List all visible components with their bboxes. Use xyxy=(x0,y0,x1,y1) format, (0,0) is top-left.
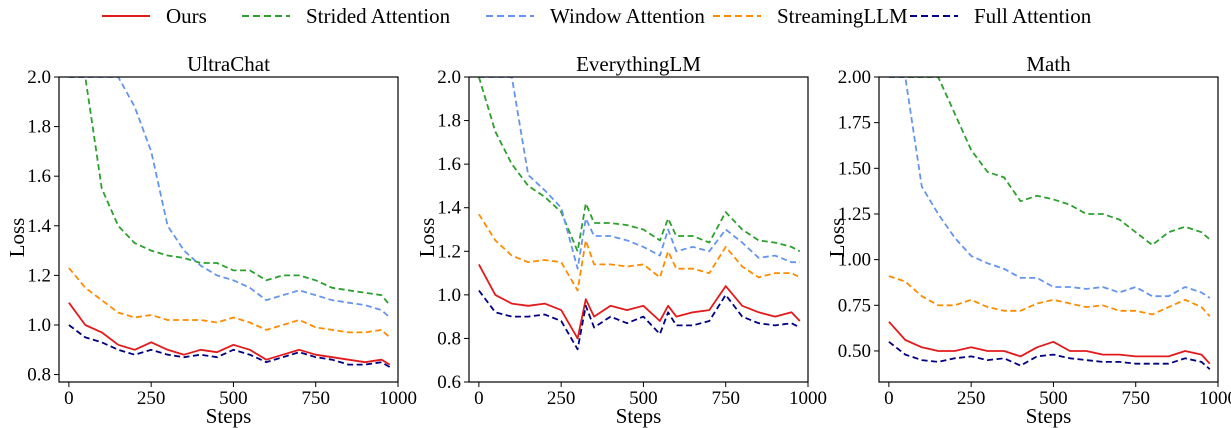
y-tick-label: 0.8 xyxy=(27,365,51,386)
x-tick-label: 750 xyxy=(711,388,740,409)
axes-frame xyxy=(878,76,1219,383)
series-line-window-attention xyxy=(478,77,800,270)
series-line-window-attention xyxy=(888,77,1211,299)
y-tick-label: 1.6 xyxy=(437,154,461,175)
legend-item-window-attention: Window Attention xyxy=(484,4,705,28)
legend-label: Strided Attention xyxy=(306,3,451,28)
y-tick-label: 1.75 xyxy=(838,113,871,134)
x-tick-label: 250 xyxy=(137,388,166,409)
chart-title: Math xyxy=(1026,52,1071,76)
x-axis-label: Steps xyxy=(616,404,662,428)
axes-frame xyxy=(468,76,809,383)
legend-swatch-full-attention xyxy=(910,15,958,17)
legend-label: StreamingLLM xyxy=(777,3,908,28)
x-tick-label: 1000 xyxy=(1199,388,1231,409)
y-tick-label: 1.0 xyxy=(27,315,51,336)
series-line-strided-attention xyxy=(68,77,391,306)
x-tick-label: 750 xyxy=(301,388,330,409)
series-line-ours xyxy=(478,263,801,340)
x-tick-label: 1000 xyxy=(789,388,827,409)
y-tick-label: 2.0 xyxy=(437,67,461,88)
y-tick-label: 0.75 xyxy=(838,295,871,316)
x-axis-label: Steps xyxy=(1026,404,1072,428)
legend-item-strided-attention: Strided Attention xyxy=(240,4,450,28)
y-tick-label: 1.0 xyxy=(437,285,461,306)
y-tick-label: 2.0 xyxy=(27,67,51,88)
x-tick-label: 750 xyxy=(1121,388,1150,409)
series-line-ours xyxy=(888,321,1211,365)
y-tick-label: 1.8 xyxy=(437,111,461,132)
y-tick-label: 2.00 xyxy=(838,67,871,88)
series-line-full-attention xyxy=(478,289,801,351)
series-line-window-attention xyxy=(68,77,391,319)
chart-title: UltraChat xyxy=(187,52,270,76)
x-tick-label: 250 xyxy=(547,388,576,409)
series-line-streamingllm xyxy=(68,267,391,339)
legend-swatch-streamingllm xyxy=(713,15,761,17)
series-line-strided-attention xyxy=(478,77,801,253)
series-line-full-attention xyxy=(888,341,1211,370)
y-tick-label: 0.6 xyxy=(437,372,461,393)
chart-legend: Ours Strided Attention Window Attention Str… xyxy=(0,0,1231,34)
y-tick-label: 1.6 xyxy=(27,166,51,187)
chart-panel-math: Math 0 250 500 750 1000 0.50 0.75 1.00 1.25 1.50 1.… xyxy=(825,52,1231,428)
axes-frame xyxy=(58,76,399,383)
y-tick-label: 1.2 xyxy=(27,265,51,286)
series-line-ours xyxy=(68,302,391,366)
series-line-streamingllm xyxy=(888,275,1211,317)
chart-title: EverythingLM xyxy=(576,52,701,76)
y-axis-label: Loss xyxy=(825,218,849,258)
x-tick-label: 500 xyxy=(1039,388,1068,409)
x-tick-label: 1000 xyxy=(379,388,417,409)
plot-area xyxy=(478,77,801,351)
series-line-full-attention xyxy=(68,324,391,368)
x-tick-label: 0 xyxy=(64,388,74,409)
chart-panel-ultrachat: UltraChat 0 250 500 750 1000 0.8 1.0 1.2 1.4 1.6 1.… xyxy=(5,52,417,428)
series-line-strided-attention xyxy=(888,77,1211,246)
y-axis-label: Loss xyxy=(415,218,439,258)
plot-area xyxy=(68,77,391,368)
legend-label: Window Attention xyxy=(550,3,705,28)
y-tick-label: 1.4 xyxy=(437,198,461,219)
legend-label: Full Attention xyxy=(974,3,1092,28)
y-tick-label: 1.25 xyxy=(838,204,871,225)
y-tick-label: 1.00 xyxy=(838,250,871,271)
legend-label: Ours xyxy=(166,3,207,28)
legend-swatch-ours xyxy=(102,15,150,17)
plot-area xyxy=(888,77,1211,370)
y-tick-label: 1.50 xyxy=(838,158,871,179)
y-tick-label: 0.50 xyxy=(838,341,871,362)
x-tick-label: 250 xyxy=(957,388,986,409)
x-axis-label: Steps xyxy=(206,404,252,428)
y-tick-label: 1.2 xyxy=(437,241,461,262)
legend-item-full-attention: Full Attention xyxy=(908,4,1091,28)
legend-item-streamingllm: StreamingLLM xyxy=(711,4,908,28)
y-tick-label: 0.8 xyxy=(437,328,461,349)
legend-item-ours: Ours xyxy=(100,4,207,28)
y-tick-label: 1.4 xyxy=(27,216,51,237)
chart-panel-everythinglm: EverythingLM 0 250 500 750 1000 0.6 0.8 1.0 1.2 1.… xyxy=(415,52,827,428)
legend-swatch-strided-attention xyxy=(242,15,290,17)
x-tick-label: 0 xyxy=(884,388,894,409)
x-tick-label: 500 xyxy=(629,388,658,409)
y-axis-label: Loss xyxy=(5,218,29,258)
x-tick-label: 500 xyxy=(219,388,248,409)
y-tick-label: 1.8 xyxy=(27,117,51,138)
x-tick-label: 0 xyxy=(474,388,484,409)
legend-swatch-window-attention xyxy=(486,15,534,17)
